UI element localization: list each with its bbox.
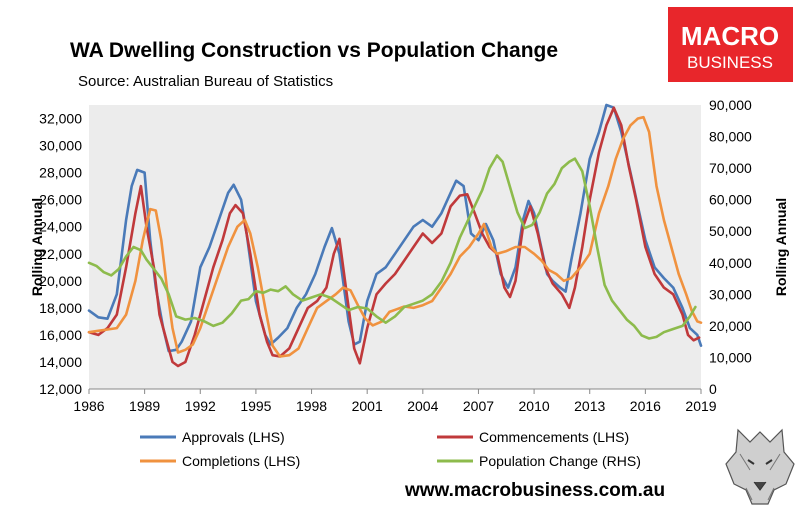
x-tick-label: 2016: [630, 398, 661, 414]
wolf-icon: [725, 428, 795, 505]
series-layer: [87, 103, 703, 368]
y-right-tick-label: 10,000: [709, 349, 752, 365]
x-tick-label: 1989: [129, 398, 160, 414]
website-url: www.macrobusiness.com.au: [404, 480, 665, 501]
y-right-tick-label: 90,000: [709, 97, 752, 113]
y-right-tick-label: 60,000: [709, 192, 752, 208]
x-tick-label: 1986: [73, 398, 104, 414]
x-tick-label: 2007: [463, 398, 494, 414]
series-line-population-change: [87, 154, 697, 340]
y-left-tick-label: 28,000: [39, 165, 82, 181]
y-right-tick-label: 30,000: [709, 286, 752, 302]
x-tick-label: 2004: [407, 398, 438, 414]
y-left-tick-label: 16,000: [39, 327, 82, 343]
y-right-tick-label: 0: [709, 381, 717, 397]
y-right-tick-label: 70,000: [709, 160, 752, 176]
logo-line2: BUSINESS: [687, 53, 773, 72]
y-left-tick-label: 12,000: [39, 381, 82, 397]
series-line-commencements: [87, 106, 701, 368]
legend: Approvals (LHS) Commencements (LHS) Comple…: [140, 429, 641, 469]
y-right-axis-label: Rolling Annual: [773, 198, 789, 296]
y-right-axis-ticks: 0 10,000 20,000 30,000 40,000 50,000 60,000 70,…: [709, 97, 752, 397]
plot-area: [89, 105, 701, 389]
x-tick-label: 1992: [185, 398, 216, 414]
x-tick-label: 2001: [352, 398, 383, 414]
y-left-tick-label: 20,000: [39, 273, 82, 289]
y-right-tick-label: 40,000: [709, 255, 752, 271]
chart-title: WA Dwelling Construction vs Population C…: [70, 39, 558, 62]
logo-line1: MACRO: [681, 21, 779, 51]
y-left-tick-label: 18,000: [39, 300, 82, 316]
y-right-tick-label: 50,000: [709, 223, 752, 239]
legend-label-completions: Completions (LHS): [182, 453, 300, 469]
y-right-tick-label: 80,000: [709, 129, 752, 145]
y-left-tick-label: 26,000: [39, 192, 82, 208]
macro-business-logo: MACRO BUSINESS: [668, 7, 793, 82]
series-line-completions: [87, 115, 703, 358]
series-line-approvals: [87, 103, 703, 353]
x-tick-label: 1995: [240, 398, 271, 414]
x-axis-ticks: 1986 1989 1992 1995 1998 2001 2004 2007 2010 2013…: [73, 389, 717, 414]
y-left-axis-ticks: 12,000 14,000 16,000 18,000 20,000 22,000 24,0…: [39, 111, 82, 397]
y-left-tick-label: 24,000: [39, 219, 82, 235]
y-right-tick-label: 20,000: [709, 318, 752, 334]
y-left-tick-label: 30,000: [39, 138, 82, 154]
x-tick-label: 2019: [685, 398, 716, 414]
x-tick-label: 2013: [574, 398, 605, 414]
y-left-tick-label: 14,000: [39, 354, 82, 370]
chart-subtitle: Source: Australian Bureau of Statistics: [78, 73, 333, 90]
x-tick-label: 2010: [519, 398, 550, 414]
legend-label-population-change: Population Change (RHS): [479, 453, 641, 469]
logo-background: [668, 7, 793, 82]
x-tick-label: 1998: [296, 398, 327, 414]
y-left-axis-label: Rolling Annual: [29, 198, 45, 296]
legend-label-commencements: Commencements (LHS): [479, 429, 629, 445]
y-left-tick-label: 32,000: [39, 111, 82, 127]
legend-label-approvals: Approvals (LHS): [182, 429, 285, 445]
y-left-tick-label: 22,000: [39, 246, 82, 262]
